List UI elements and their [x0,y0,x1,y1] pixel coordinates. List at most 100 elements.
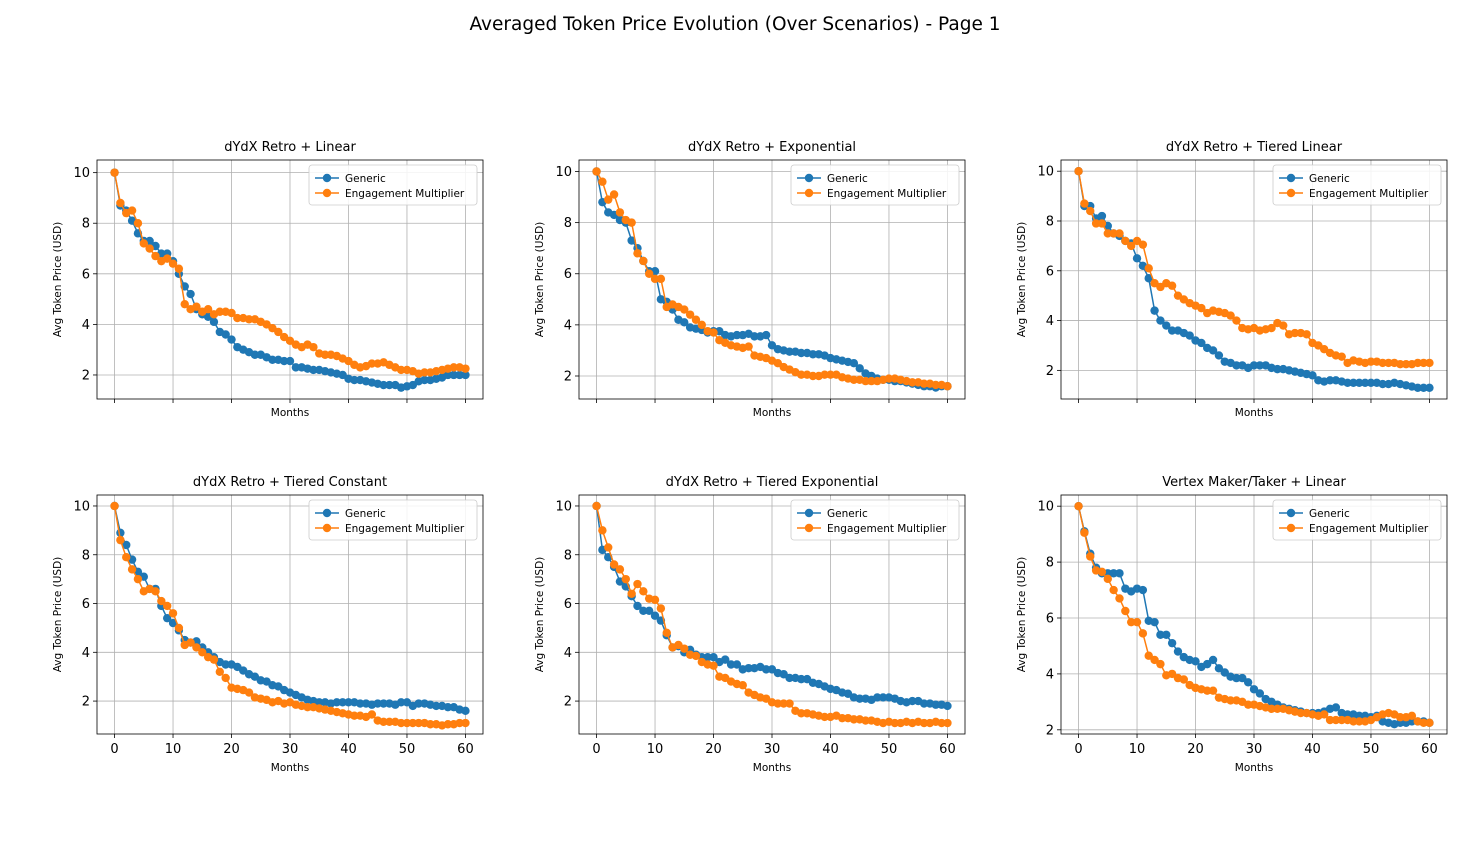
data-point [1167,281,1177,290]
data-point [1173,647,1183,656]
data-point [1074,167,1083,176]
y-tick-label: 4 [1046,314,1054,329]
data-point [1296,708,1305,718]
data-point [1349,378,1358,388]
data-point [656,274,666,284]
x-tick-label: 0 [592,742,600,757]
legend-marker [1286,188,1296,198]
data-point [455,718,464,728]
subplot-title: dYdX Retro + Exponential [688,140,856,155]
data-point [732,660,742,669]
data-point [157,596,166,606]
x-tick-label: 10 [165,742,182,757]
data-point [732,330,742,340]
data-point [192,302,201,311]
data-point [355,699,365,708]
data-point [1185,331,1194,340]
data-point [1232,316,1241,325]
data-point [837,713,847,723]
subplot-title: dYdX Retro + Tiered Linear [1166,140,1343,155]
data-point [1144,264,1153,273]
data-point [1396,713,1405,722]
x-tick-label: 30 [1246,742,1263,757]
data-point [215,307,225,316]
data-point [215,667,225,677]
data-point [1144,274,1153,283]
data-point [221,660,230,669]
y-tick-label: 4 [82,318,90,333]
data-point [350,711,359,720]
data-point [461,370,470,380]
data-point [414,718,423,728]
x-tick-label: 40 [822,742,839,757]
x-tick-label: 30 [764,742,781,757]
y-tick-label: 10 [1037,165,1054,180]
y-tick-label: 4 [1046,667,1054,682]
data-point [937,718,946,728]
legend-marker [1286,523,1296,533]
data-point [750,332,759,341]
data-point [221,330,230,339]
data-point [1086,206,1095,216]
y-tick-label: 2 [82,368,90,383]
data-point [680,305,689,314]
data-point [432,701,441,711]
legend: Generic Engagement Multiplier [308,164,478,206]
data-point [285,356,295,366]
data-point [685,310,695,319]
data-point [1214,664,1224,673]
data-point [797,709,806,718]
y-tick-label: 6 [1046,611,1054,626]
data-point [1384,358,1393,368]
data-point [1074,501,1083,511]
data-point [1396,359,1405,369]
data-point [350,375,359,385]
data-point [919,379,929,388]
data-point [680,644,689,653]
data-point [1366,357,1376,366]
data-point [1255,689,1265,698]
data-point [455,370,464,380]
subplot-1: 2 4 6 8 10 dYdX Retro + Linear Months Avg Token… [52,140,484,419]
x-tick-label: 50 [881,742,898,757]
data-point [1109,569,1118,578]
data-point [268,355,277,364]
data-point [1197,303,1206,313]
data-point [145,244,154,253]
data-point [279,356,289,366]
data-point [1226,696,1235,705]
data-point [855,364,864,373]
data-point [151,251,160,261]
data-point [808,350,818,359]
legend-label: Generic [827,508,868,520]
data-point [1378,379,1387,389]
data-point [1115,594,1124,603]
y-tick-label: 8 [1046,556,1054,571]
data-point [443,720,453,729]
data-point [797,674,806,684]
data-point [615,208,625,217]
data-point [826,370,835,379]
data-point [1232,361,1241,370]
data-point [650,611,660,620]
data-point [773,699,783,708]
data-point [1355,717,1364,726]
y-tick-label: 2 [564,695,572,710]
y-axis-label: Avg Token Price (USD) [52,557,64,673]
data-point [627,589,636,598]
data-point [744,342,753,351]
data-point [1214,351,1224,360]
x-axis-label: Months [271,762,309,774]
data-point [1156,316,1165,325]
series-group [592,501,952,728]
data-point [761,330,771,340]
x-tick-label: 10 [1129,742,1146,757]
data-point [779,699,788,708]
data-point [639,606,648,616]
y-tick-label: 10 [73,499,90,514]
data-point [1208,655,1218,665]
data-point [426,720,435,729]
data-point [1162,321,1171,330]
data-point [1167,638,1177,648]
data-point [1325,715,1335,725]
